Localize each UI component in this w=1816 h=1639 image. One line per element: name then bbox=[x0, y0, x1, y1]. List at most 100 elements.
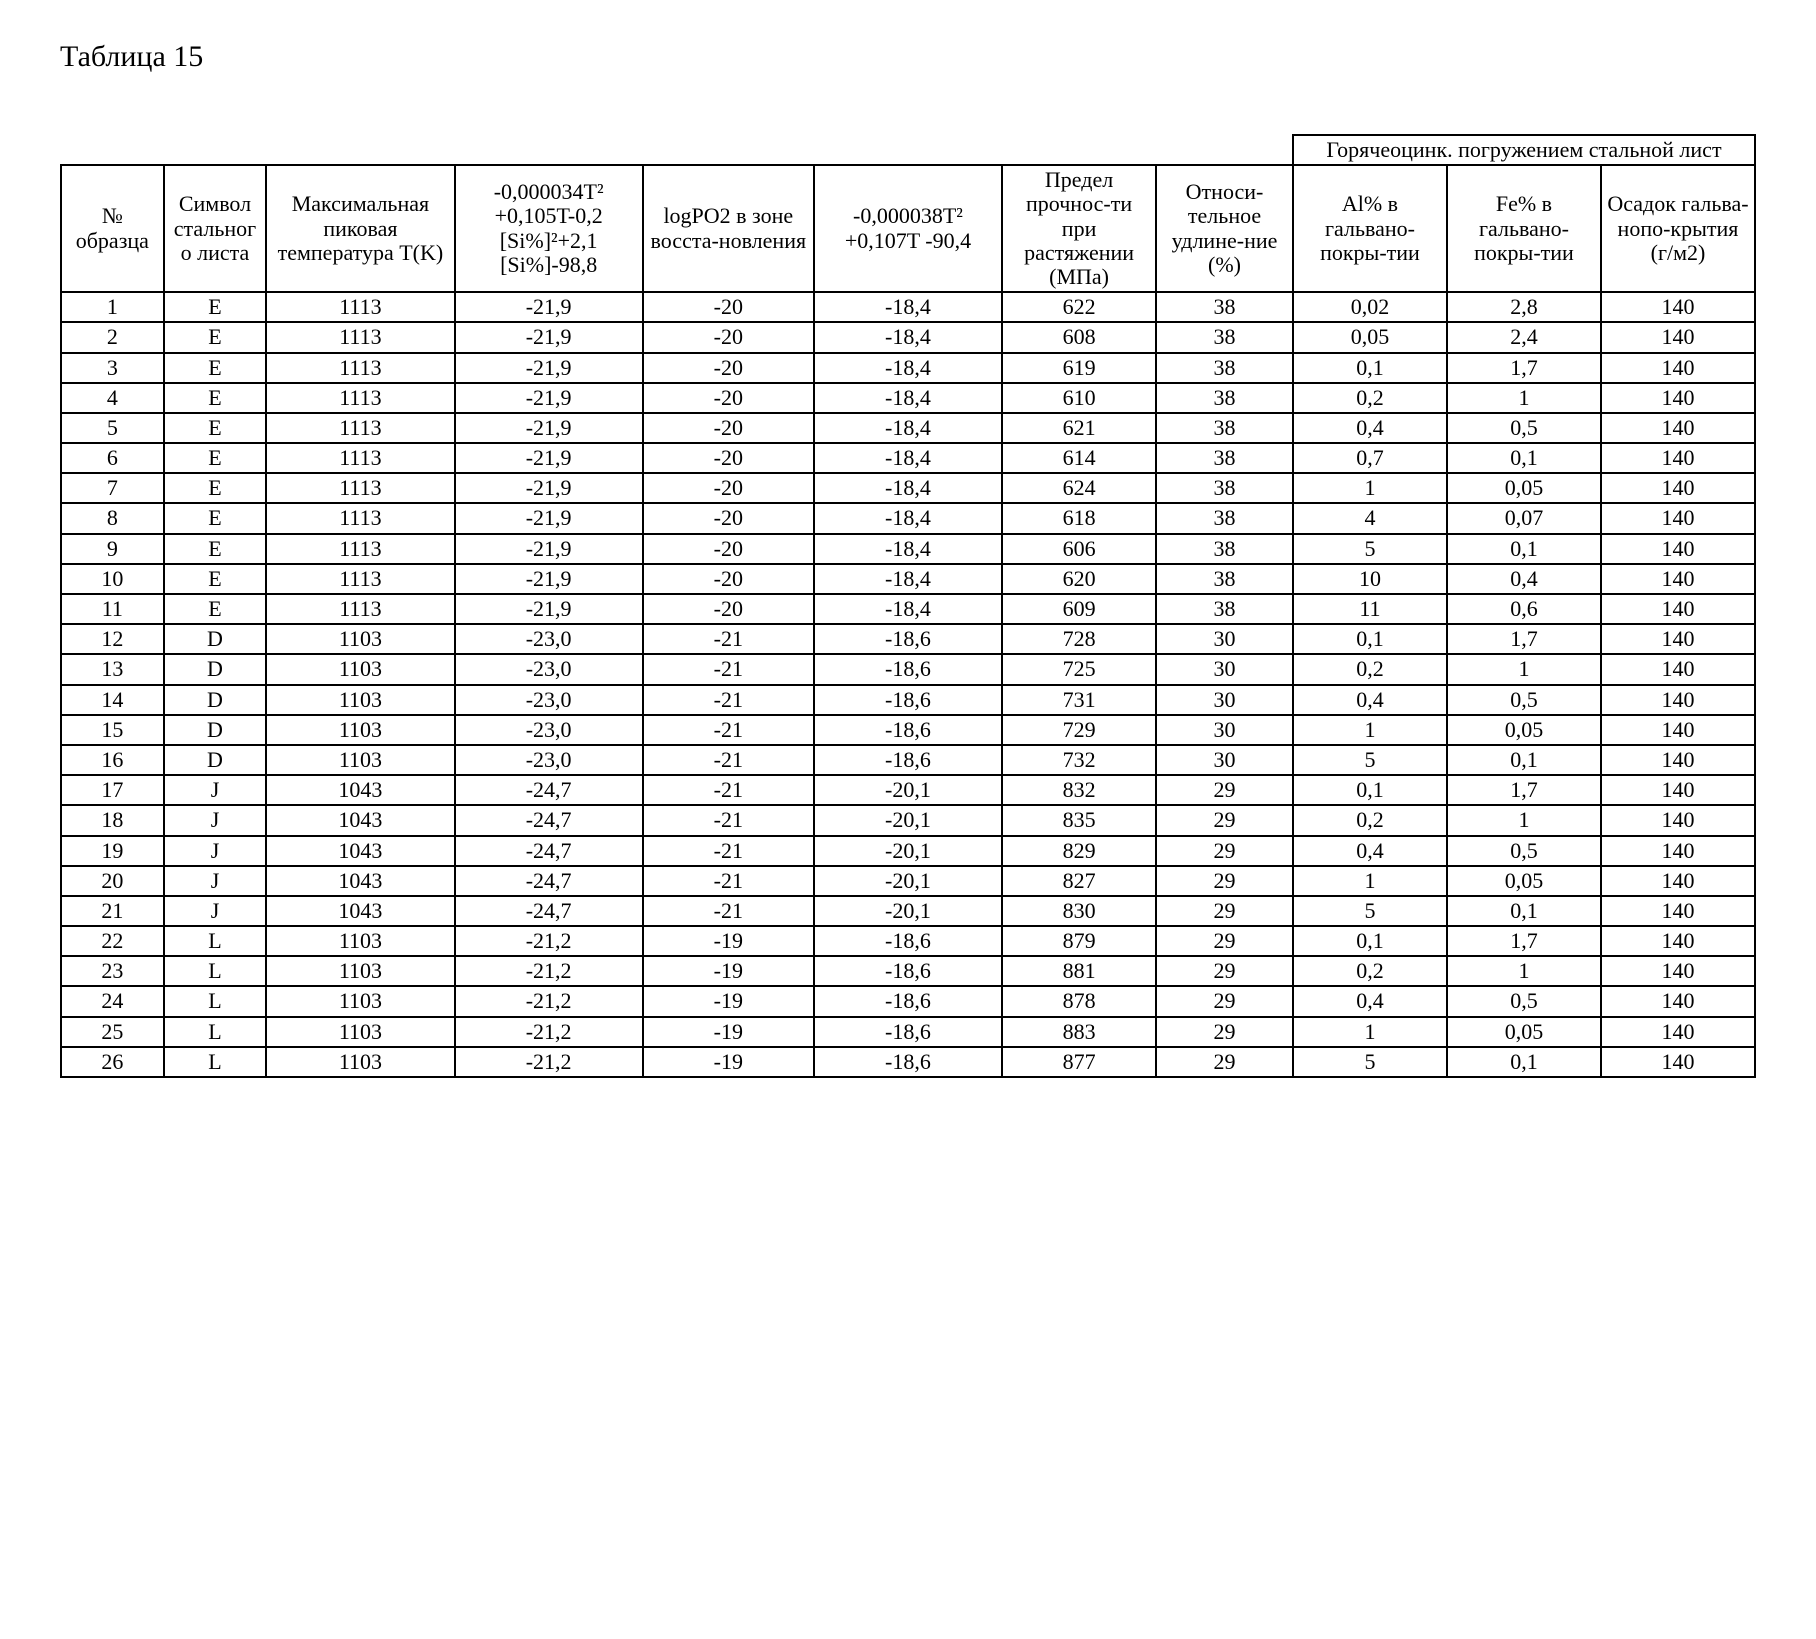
table-cell: -21,9 bbox=[455, 292, 643, 322]
table-cell: D bbox=[164, 745, 267, 775]
table-cell: 0,1 bbox=[1447, 745, 1601, 775]
table-cell: 29 bbox=[1156, 986, 1293, 1016]
table-cell: 729 bbox=[1002, 715, 1156, 745]
table-cell: -21,2 bbox=[455, 1017, 643, 1047]
table-cell: 0,4 bbox=[1293, 986, 1447, 1016]
table-row: 11E1113-21,9-20-18,460938110,6140 bbox=[61, 594, 1755, 624]
table-cell: -20 bbox=[643, 443, 814, 473]
table-cell: 29 bbox=[1156, 775, 1293, 805]
table-cell: 1 bbox=[61, 292, 164, 322]
table-cell: -20 bbox=[643, 353, 814, 383]
table-cell: 1043 bbox=[266, 866, 454, 896]
table-cell: -18,4 bbox=[814, 534, 1002, 564]
table-cell: -20,1 bbox=[814, 866, 1002, 896]
table-cell: 140 bbox=[1601, 685, 1755, 715]
table-cell: 1103 bbox=[266, 956, 454, 986]
table-row: 8E1113-21,9-20-18,46183840,07140 bbox=[61, 503, 1755, 533]
table-cell: 8 bbox=[61, 503, 164, 533]
table-cell: 1113 bbox=[266, 443, 454, 473]
table-cell: 38 bbox=[1156, 413, 1293, 443]
table-cell: 879 bbox=[1002, 926, 1156, 956]
table-cell: 622 bbox=[1002, 292, 1156, 322]
table-cell: 0,02 bbox=[1293, 292, 1447, 322]
table-cell: J bbox=[164, 896, 267, 926]
table-cell: 5 bbox=[1293, 745, 1447, 775]
table-cell: 1103 bbox=[266, 654, 454, 684]
table-cell: 15 bbox=[61, 715, 164, 745]
table-cell: 7 bbox=[61, 473, 164, 503]
table-cell: -18,6 bbox=[814, 654, 1002, 684]
table-cell: -21,9 bbox=[455, 503, 643, 533]
table-cell: -24,7 bbox=[455, 896, 643, 926]
table-cell: 1,7 bbox=[1447, 926, 1601, 956]
table-cell: 140 bbox=[1601, 322, 1755, 352]
table-cell: 140 bbox=[1601, 715, 1755, 745]
table-cell: 1043 bbox=[266, 775, 454, 805]
table-cell: 0,5 bbox=[1447, 986, 1601, 1016]
table-cell: -21 bbox=[643, 624, 814, 654]
table-cell: -18,6 bbox=[814, 745, 1002, 775]
table-cell: -21,9 bbox=[455, 534, 643, 564]
table-cell: 0,4 bbox=[1293, 685, 1447, 715]
table-cell: 140 bbox=[1601, 745, 1755, 775]
table-cell: D bbox=[164, 624, 267, 654]
table-cell: 24 bbox=[61, 986, 164, 1016]
table-cell: 1 bbox=[1447, 956, 1601, 986]
table-cell: -20 bbox=[643, 322, 814, 352]
table-row: 20J1043-24,7-21-20,18272910,05140 bbox=[61, 866, 1755, 896]
table-cell: -19 bbox=[643, 986, 814, 1016]
table-cell: -21 bbox=[643, 866, 814, 896]
table-cell: -18,4 bbox=[814, 322, 1002, 352]
table-cell: 0,05 bbox=[1447, 473, 1601, 503]
table-cell: 29 bbox=[1156, 956, 1293, 986]
column-header-row: № образца Символ стального листа Максима… bbox=[61, 165, 1755, 292]
table-cell: 12 bbox=[61, 624, 164, 654]
table-cell: -21,9 bbox=[455, 322, 643, 352]
table-cell: 1113 bbox=[266, 322, 454, 352]
table-cell: 21 bbox=[61, 896, 164, 926]
table-row: 12D1103-23,0-21-18,6728300,11,7140 bbox=[61, 624, 1755, 654]
table-cell: 10 bbox=[1293, 564, 1447, 594]
table-row: 26L1103-21,2-19-18,68772950,1140 bbox=[61, 1047, 1755, 1077]
table-row: 1E1113-21,9-20-18,4622380,022,8140 bbox=[61, 292, 1755, 322]
table-cell: 0,4 bbox=[1293, 413, 1447, 443]
data-table: Горячеоцинк. погружением стальной лист №… bbox=[60, 134, 1756, 1078]
table-cell: 2 bbox=[61, 322, 164, 352]
table-cell: 0,05 bbox=[1447, 715, 1601, 745]
col-header-6: Предел прочнос-ти при растяжении (МПа) bbox=[1002, 165, 1156, 292]
table-cell: 1043 bbox=[266, 805, 454, 835]
table-cell: 1103 bbox=[266, 715, 454, 745]
table-cell: 140 bbox=[1601, 836, 1755, 866]
table-cell: 1103 bbox=[266, 624, 454, 654]
table-cell: 0,1 bbox=[1447, 443, 1601, 473]
table-row: 5E1113-21,9-20-18,4621380,40,5140 bbox=[61, 413, 1755, 443]
table-row: 16D1103-23,0-21-18,67323050,1140 bbox=[61, 745, 1755, 775]
table-cell: 1043 bbox=[266, 836, 454, 866]
table-cell: J bbox=[164, 775, 267, 805]
table-cell: 29 bbox=[1156, 805, 1293, 835]
table-cell: 1103 bbox=[266, 986, 454, 1016]
table-cell: 1113 bbox=[266, 413, 454, 443]
table-row: 4E1113-21,9-20-18,4610380,21140 bbox=[61, 383, 1755, 413]
table-cell: -19 bbox=[643, 1047, 814, 1077]
table-cell: -21,9 bbox=[455, 353, 643, 383]
table-cell: L bbox=[164, 926, 267, 956]
table-row: 7E1113-21,9-20-18,46243810,05140 bbox=[61, 473, 1755, 503]
table-cell: 19 bbox=[61, 836, 164, 866]
col-header-9: Fe% в гальвано-покры-тии bbox=[1447, 165, 1601, 292]
table-cell: J bbox=[164, 836, 267, 866]
table-cell: -18,6 bbox=[814, 624, 1002, 654]
table-cell: 0,2 bbox=[1293, 654, 1447, 684]
table-cell: 0,2 bbox=[1293, 383, 1447, 413]
table-cell: -21 bbox=[643, 805, 814, 835]
table-cell: -19 bbox=[643, 1017, 814, 1047]
table-cell: E bbox=[164, 594, 267, 624]
table-cell: 140 bbox=[1601, 866, 1755, 896]
table-cell: 0,1 bbox=[1293, 775, 1447, 805]
table-cell: 11 bbox=[1293, 594, 1447, 624]
table-cell: 4 bbox=[1293, 503, 1447, 533]
col-header-1: Символ стального листа bbox=[164, 165, 267, 292]
table-cell: L bbox=[164, 1017, 267, 1047]
col-header-7: Относи-тельное удлине-ние (%) bbox=[1156, 165, 1293, 292]
table-cell: 6 bbox=[61, 443, 164, 473]
